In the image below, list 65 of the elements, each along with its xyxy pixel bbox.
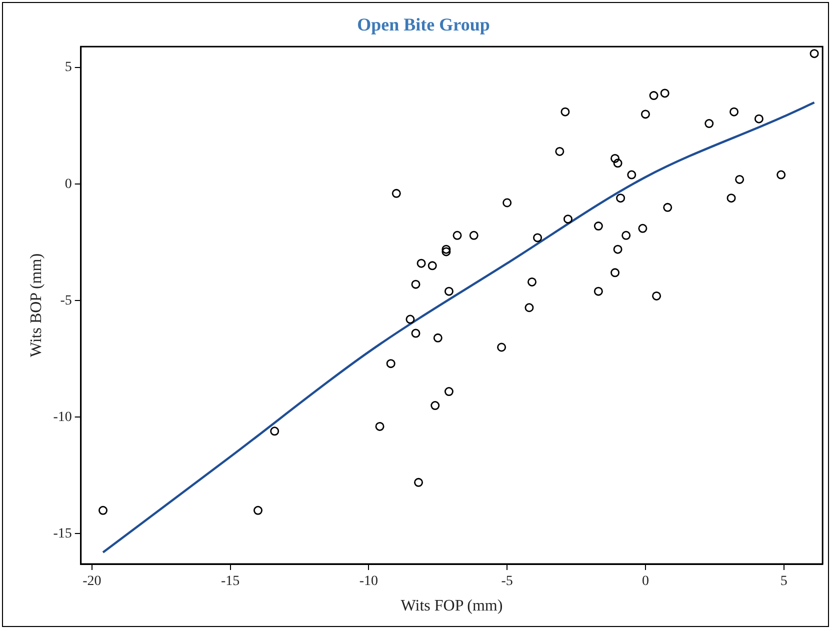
point bbox=[649, 91, 658, 100]
point bbox=[433, 333, 442, 342]
y-tick-label: -5 bbox=[60, 293, 72, 308]
point bbox=[444, 286, 454, 296]
point bbox=[527, 277, 536, 286]
point bbox=[469, 230, 478, 240]
x-tick-label: 5 bbox=[780, 574, 788, 590]
point bbox=[406, 314, 415, 324]
point bbox=[660, 88, 670, 98]
x-tick-label: -5 bbox=[501, 574, 513, 590]
chart-title: Open Bite Group bbox=[357, 14, 490, 34]
point bbox=[411, 328, 420, 338]
x-axis-title: Wits FOP (mm) bbox=[400, 598, 503, 615]
point bbox=[392, 188, 401, 198]
y-axis-title: Wits BOP (mm) bbox=[28, 253, 45, 358]
point bbox=[253, 506, 262, 515]
point bbox=[640, 110, 650, 119]
point bbox=[411, 280, 420, 289]
point bbox=[754, 114, 764, 124]
y-tick-label: 0 bbox=[64, 176, 72, 192]
point bbox=[444, 387, 454, 396]
point bbox=[610, 154, 620, 163]
point bbox=[652, 291, 662, 300]
point bbox=[704, 119, 714, 128]
point bbox=[610, 268, 620, 278]
point bbox=[776, 170, 786, 180]
point bbox=[386, 359, 396, 368]
point bbox=[563, 214, 572, 224]
point bbox=[375, 422, 384, 431]
line-series bbox=[102, 101, 816, 554]
y-tick-label: -10 bbox=[53, 410, 72, 425]
point bbox=[560, 107, 570, 116]
point bbox=[735, 174, 744, 184]
point bbox=[414, 478, 424, 487]
point bbox=[594, 286, 603, 296]
y-tick-label: 5 bbox=[64, 60, 72, 76]
point bbox=[442, 244, 451, 254]
point bbox=[452, 230, 462, 240]
point bbox=[533, 233, 542, 242]
point bbox=[524, 303, 534, 312]
point bbox=[616, 194, 626, 203]
point bbox=[430, 401, 440, 410]
point bbox=[622, 230, 631, 240]
point bbox=[613, 244, 622, 254]
point bbox=[98, 506, 108, 515]
point bbox=[726, 194, 736, 203]
x-tick-label: 0 bbox=[642, 574, 649, 590]
x-tick-label: -20 bbox=[82, 574, 102, 590]
point bbox=[270, 426, 280, 436]
point bbox=[613, 158, 622, 168]
point bbox=[810, 49, 819, 58]
point bbox=[428, 261, 437, 270]
x-tick-label: -15 bbox=[220, 574, 240, 590]
point bbox=[416, 258, 426, 268]
point bbox=[442, 247, 451, 256]
point bbox=[555, 146, 564, 156]
point bbox=[627, 170, 636, 180]
point bbox=[594, 222, 603, 231]
y-tick-label: -15 bbox=[53, 526, 72, 542]
point bbox=[502, 198, 512, 208]
point bbox=[497, 342, 506, 352]
point bbox=[730, 107, 739, 116]
x-tick-label: -10 bbox=[359, 574, 378, 590]
point bbox=[638, 224, 648, 233]
point bbox=[663, 202, 672, 212]
